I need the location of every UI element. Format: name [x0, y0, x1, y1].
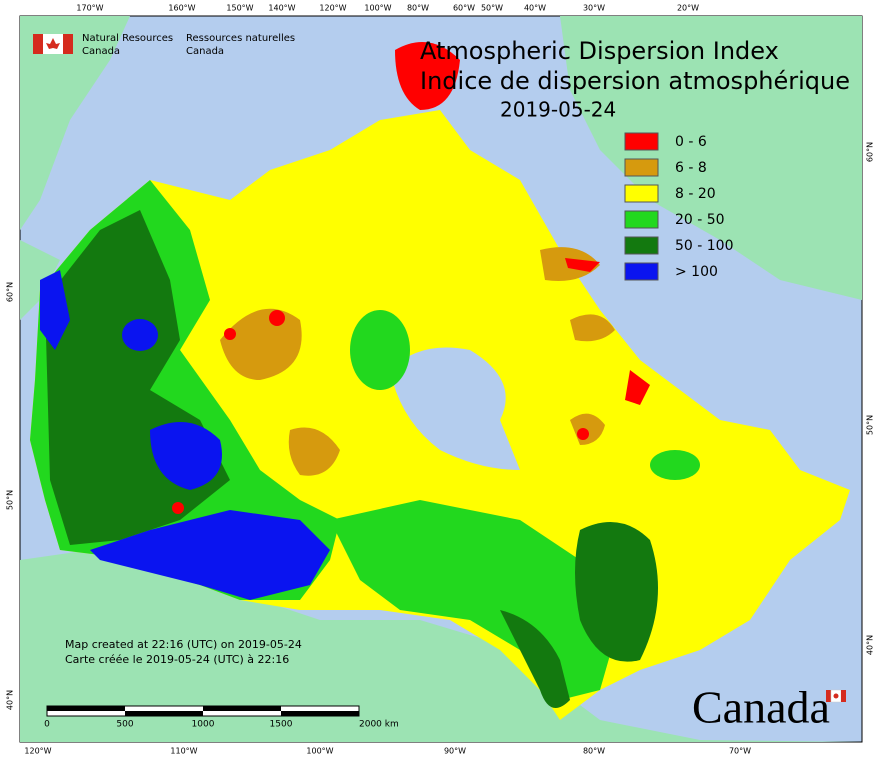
zone-over-100	[40, 270, 70, 350]
longitude-label: 30°W	[583, 4, 605, 13]
longitude-label: 90°W	[444, 747, 466, 756]
land-usa	[20, 550, 862, 742]
zone-50-100	[575, 522, 658, 662]
zone-6-8	[288, 427, 340, 476]
legend-swatch	[624, 210, 659, 229]
latitude-label: 40°N	[866, 635, 875, 655]
hudson-bay	[390, 347, 520, 470]
agency-fr: Ressources naturelles	[186, 33, 295, 44]
legend-label: 50 - 100	[675, 238, 734, 254]
legend-label: 20 - 50	[675, 212, 725, 228]
flag-icon	[33, 34, 73, 54]
zone-0-6	[565, 258, 600, 272]
date: 2019-05-24	[500, 98, 616, 122]
scale-labels: 0 500 1000 1500 2000 km	[44, 720, 399, 730]
legend-swatch	[624, 158, 659, 177]
longitude-label: 100°W	[364, 4, 391, 13]
scale-label: 2000 km	[359, 720, 399, 730]
longitude-label: 120°W	[319, 4, 346, 13]
zone-over-100	[150, 422, 222, 490]
wordmark: Canada	[692, 682, 830, 733]
zone-0-6	[172, 502, 184, 514]
title: Indice de dispersion atmosphérique	[420, 67, 850, 95]
legend-swatch	[624, 132, 659, 151]
zone-over-100	[122, 319, 158, 351]
longitude-label: 40°W	[524, 4, 546, 13]
credit: Map created at 22:16 (UTC) on 2019-05-24	[65, 638, 302, 651]
agency-fr: Canada	[186, 46, 224, 57]
scale-label: 1500	[270, 720, 293, 730]
scale-bar	[46, 705, 360, 717]
longitude-label: 80°W	[407, 4, 429, 13]
latitude-label: 50°N	[866, 415, 875, 435]
longitude-label: 80°W	[583, 747, 605, 756]
longitude-label: 120°W	[24, 747, 51, 756]
scale-label: 0	[44, 720, 50, 730]
zone-0-6	[269, 310, 285, 326]
latitude-label: 40°N	[6, 690, 15, 710]
longitude-label: 60°W	[453, 4, 475, 13]
zone-20-50	[650, 450, 700, 480]
legend-label: > 100	[675, 264, 718, 280]
longitude-label: 50°W	[481, 4, 503, 13]
zone-6-8	[570, 314, 615, 342]
longitude-label: 140°W	[268, 4, 295, 13]
zone-6-8	[220, 308, 302, 380]
legend: 0 - 6 6 - 8 8 - 20 20 - 50 50 - 100 > 100	[624, 132, 734, 281]
zone-20-50	[350, 310, 410, 390]
land-greenland	[560, 16, 862, 300]
title: Atmospheric Dispersion Index	[420, 37, 779, 65]
zone-0-6	[625, 370, 650, 405]
longitude-label: 70°W	[729, 747, 751, 756]
zone-0-6	[395, 42, 460, 110]
legend-swatch	[624, 262, 659, 281]
longitude-label: 20°W	[677, 4, 699, 13]
graticule: 170°W 160°W 150°W 140°W 120°W 100°W 80°W 60°W 50…	[6, 4, 875, 756]
longitude-label: 170°W	[76, 4, 103, 13]
longitude-label: 100°W	[306, 747, 333, 756]
zone-0-6	[224, 328, 236, 340]
legend-swatch	[624, 184, 659, 203]
scale-label: 1000	[192, 720, 215, 730]
zone-50-100	[500, 610, 570, 708]
legend-label: 0 - 6	[675, 134, 707, 150]
zone-0-6	[577, 428, 589, 440]
wordmark-flag	[826, 689, 846, 703]
zone-over-100	[90, 510, 330, 600]
longitude-label: 110°W	[170, 747, 197, 756]
latitude-label: 60°N	[6, 282, 15, 302]
longitude-label: 160°W	[168, 4, 195, 13]
legend-label: 6 - 8	[675, 160, 707, 176]
longitude-label: 150°W	[226, 4, 253, 13]
land-alaska-north	[20, 16, 130, 230]
agency-en: Natural Resources	[82, 33, 173, 44]
legend-label: 8 - 20	[675, 186, 716, 202]
legend-swatch	[624, 236, 659, 255]
scale-label: 500	[116, 720, 133, 730]
credit: Carte créée le 2019-05-24 (UTC) à 22:16	[65, 653, 289, 666]
latitude-label: 50°N	[6, 490, 15, 510]
agency-en: Canada	[82, 46, 120, 57]
latitude-label: 60°N	[866, 142, 875, 162]
